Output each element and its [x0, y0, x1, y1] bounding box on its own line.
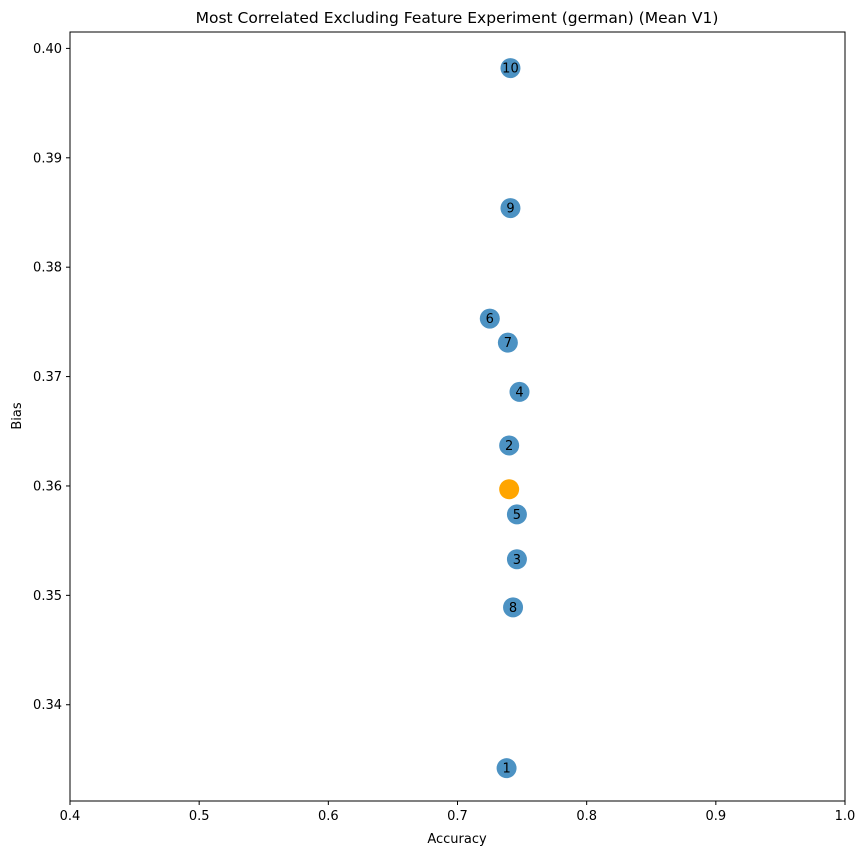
x-tick-label: 0.7 — [447, 809, 468, 824]
x-axis-label: Accuracy — [427, 832, 487, 847]
data-point — [500, 198, 521, 219]
plot-frame — [69, 31, 846, 802]
x-tick-label: 0.8 — [576, 809, 597, 824]
y-axis-label: Bias — [10, 402, 25, 429]
y-tick-label: 0.34 — [33, 698, 62, 713]
point-label: 10 — [502, 62, 519, 77]
baseline-point — [499, 479, 520, 500]
data-point — [503, 597, 524, 618]
y-tick-label: 0.39 — [33, 151, 62, 166]
x-tick-label: 1.0 — [835, 809, 856, 824]
x-axis: 0.4 0.5 0.6 0.7 0.8 0.9 1.0 — [60, 801, 856, 824]
y-tick-label: 0.37 — [33, 370, 62, 385]
point-label: 1 — [502, 762, 510, 777]
point-label: 7 — [504, 336, 512, 351]
data-point — [506, 504, 527, 525]
data-point — [506, 549, 527, 570]
y-axis: 0.34 0.35 0.36 0.37 0.38 0.39 0.40 — [33, 42, 70, 713]
point-label: 9 — [506, 202, 514, 217]
chart-title: Most Correlated Excluding Feature Experi… — [196, 9, 719, 27]
data-point — [499, 435, 520, 456]
data-point — [509, 381, 530, 402]
y-tick-label: 0.40 — [33, 42, 62, 57]
x-tick-label: 0.9 — [705, 809, 726, 824]
data-point — [500, 58, 521, 79]
x-tick-label: 0.4 — [60, 809, 81, 824]
point-label: 8 — [509, 601, 517, 616]
x-tick-label: 0.6 — [318, 809, 339, 824]
y-tick-label: 0.38 — [33, 261, 62, 276]
x-tick-label: 0.5 — [189, 809, 210, 824]
y-tick-label: 0.35 — [33, 589, 62, 604]
point-label: 3 — [513, 553, 521, 568]
data-point — [479, 308, 500, 329]
point-label: 6 — [486, 312, 494, 327]
y-tick-label: 0.36 — [33, 479, 62, 494]
point-label: 4 — [515, 385, 523, 400]
plot-area: 1 2 3 4 5 67 8 9 10 — [479, 58, 530, 779]
data-point — [497, 332, 518, 353]
point-label: 2 — [505, 439, 513, 454]
data-point — [496, 758, 517, 779]
point-label: 5 — [513, 508, 521, 523]
